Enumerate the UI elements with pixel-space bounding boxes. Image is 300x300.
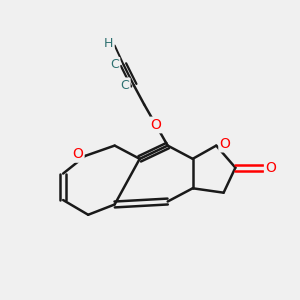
Text: C: C <box>121 79 129 92</box>
Text: H: H <box>104 38 113 50</box>
Text: O: O <box>220 137 230 151</box>
Text: C: C <box>110 58 119 71</box>
Text: O: O <box>151 118 161 132</box>
Text: O: O <box>72 147 83 161</box>
Text: O: O <box>265 161 276 175</box>
